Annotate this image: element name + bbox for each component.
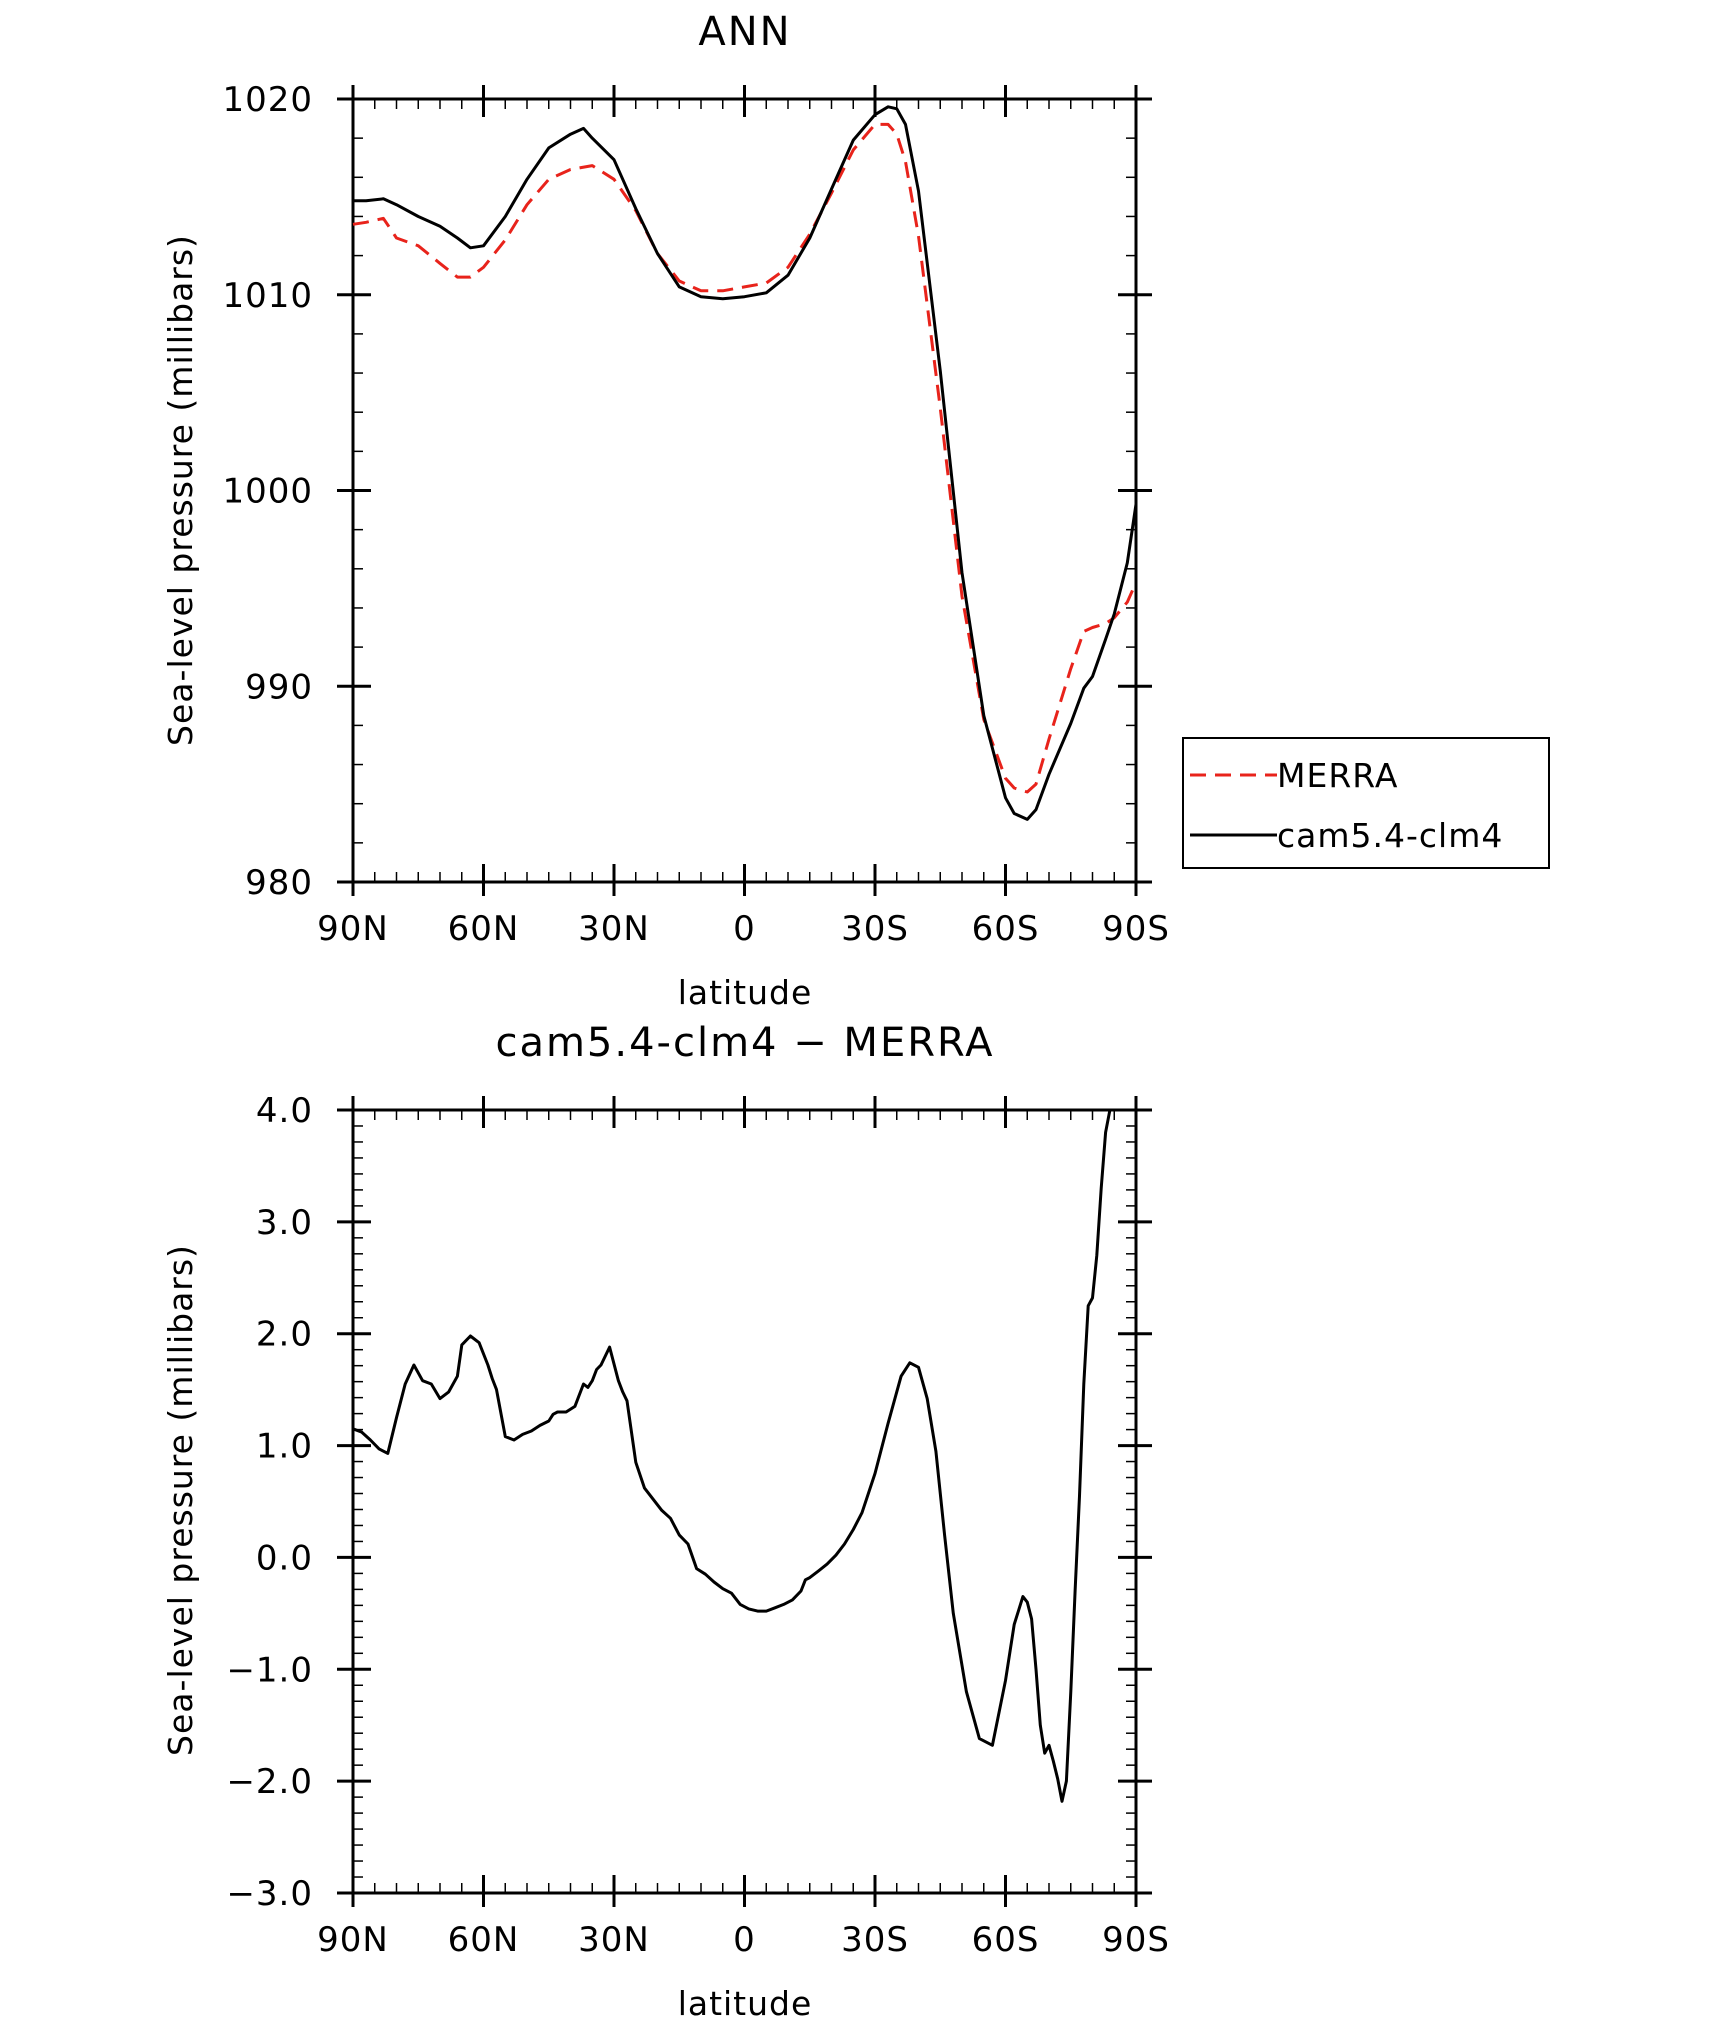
x-tick-label: 90N: [317, 909, 389, 949]
plot-frame: [351, 97, 1138, 884]
x-tick-label: 0: [733, 909, 756, 949]
y-tick-label: 1020: [222, 80, 313, 120]
panel-slp-difference: cam5.4-clm4 − MERRA 4.0 3.0 2.0 1.0 0.0 −1.0 −…: [161, 1020, 1170, 2021]
x-tick-label: 60N: [448, 909, 520, 949]
y-axis: 1020 1010 1000 990 980: [222, 80, 1152, 903]
legend-label-cam: cam5.4-clm4: [1277, 816, 1503, 855]
series-line-merra: [352, 122, 1138, 794]
y-tick-label: 0.0: [256, 1538, 313, 1578]
x-tick-label: 30N: [578, 909, 650, 949]
x-tick-label: 90N: [317, 1920, 389, 1960]
y-tick-label: 990: [245, 667, 313, 707]
series-layer: [352, 105, 1138, 821]
x-axis: 90N 60N 30N 0 30S 60S 90S: [317, 1096, 1170, 1960]
x-tick-label: 60N: [448, 1920, 520, 1960]
x-tick-label: 60S: [972, 909, 1040, 949]
x-tick-label: 60S: [972, 1920, 1040, 1960]
legend-label-merra: MERRA: [1277, 756, 1398, 795]
x-tick-label: 30S: [841, 909, 909, 949]
x-tick-label: 90S: [1102, 1920, 1170, 1960]
y-tick-label: −1.0: [226, 1650, 313, 1690]
legend: MERRA cam5.4-clm4: [1182, 737, 1550, 869]
y-axis: 4.0 3.0 2.0 1.0 0.0 −1.0 −2.0 −3.0: [226, 1091, 1152, 1914]
x-axis-label: latitude: [678, 1984, 813, 2021]
x-tick-label: 90S: [1102, 909, 1170, 949]
chart-title: cam5.4-clm4 − MERRA: [495, 1020, 994, 1066]
y-tick-label: 1010: [222, 276, 313, 316]
legend-box: [1182, 737, 1550, 869]
y-tick-label: 980: [245, 863, 313, 903]
plot-frame: [351, 1108, 1138, 1895]
y-tick-label: −2.0: [226, 1762, 313, 1802]
y-tick-label: −3.0: [226, 1874, 313, 1914]
y-tick-label: 4.0: [256, 1091, 313, 1131]
x-tick-label: 0: [733, 1920, 756, 1960]
x-axis: 90N 60N 30N 0 30S 60S 90S: [317, 85, 1170, 949]
x-tick-label: 30N: [578, 1920, 650, 1960]
x-axis-label: latitude: [678, 973, 813, 1012]
y-tick-label: 1000: [222, 472, 313, 512]
y-tick-label: 3.0: [256, 1203, 313, 1243]
y-tick-label: 2.0: [256, 1315, 313, 1355]
y-axis-label: Sea-level pressure (millibars): [161, 234, 200, 746]
y-axis-label: Sea-level pressure (millibars): [161, 1244, 200, 1756]
y-tick-label: 1.0: [256, 1427, 313, 1467]
series-line-cam5-4-clm4: [353, 105, 1138, 821]
series-layer: [352, 1108, 1136, 1803]
series-line-cam5-4-clm4-merra: [352, 1108, 1136, 1803]
chart-title: ANN: [698, 9, 791, 55]
x-tick-label: 30S: [841, 1920, 909, 1960]
